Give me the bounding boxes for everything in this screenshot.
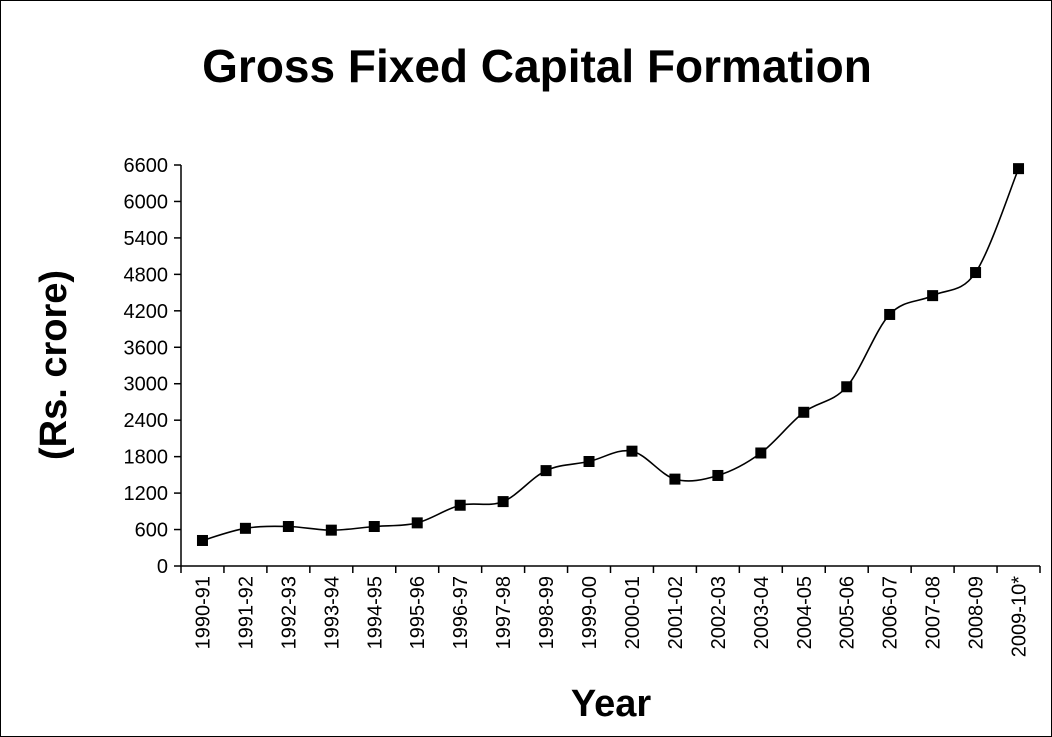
data-point-marker [798, 406, 810, 418]
x-tick-label: 1992-93 [278, 576, 300, 649]
x-tick-label: 2006-07 [880, 576, 902, 649]
y-tick-label: 600 [135, 520, 168, 542]
x-tick-label: 2001-02 [665, 576, 687, 649]
data-point-marker [841, 381, 853, 393]
y-axis-title: (Rs. crore) [33, 270, 75, 460]
data-point-marker [411, 517, 423, 529]
y-tick-label: 3600 [124, 337, 169, 359]
series-line-group [202, 168, 1020, 542]
y-tick-label: 6600 [124, 155, 169, 177]
x-tick-label: 1993-94 [321, 576, 343, 649]
y-tick-label: 5400 [124, 228, 169, 250]
data-point-marker [755, 447, 767, 459]
data-point-marker [712, 469, 724, 481]
data-point-marker [884, 308, 896, 320]
x-tick-label: 2000-01 [622, 576, 644, 649]
x-tick-label: 2005-06 [837, 576, 859, 649]
data-point-marker [454, 499, 466, 511]
data-point-marker [239, 522, 251, 534]
data-point-marker [583, 455, 595, 467]
data-point-marker [669, 473, 681, 485]
y-tick-label: 6000 [124, 191, 169, 213]
data-point-marker [927, 290, 939, 302]
x-tick-label: 1990-91 [192, 576, 214, 649]
data-point-marker [497, 496, 509, 508]
x-axis-title: Year [571, 683, 652, 725]
x-tick-label: 2007-08 [923, 576, 945, 649]
data-point-marker [970, 267, 982, 279]
data-point-marker [196, 534, 208, 546]
x-tick-label: 2009-10* [1009, 576, 1031, 657]
y-tick-label: 0 [157, 556, 168, 578]
x-tick-label: 1994-95 [364, 576, 386, 649]
x-tick-label: 2004-05 [794, 576, 816, 649]
y-tick-label: 1200 [124, 483, 169, 505]
x-tick-label: 1997-98 [493, 576, 515, 649]
x-tick-labels: 1990-91 1991-92 1992-93 1993-94 1994-95 1995-… [192, 576, 1030, 657]
x-tick-label: 2008-09 [966, 576, 988, 649]
x-tick-label: 2002-03 [708, 576, 730, 649]
axes [174, 164, 1041, 573]
x-tick-label: 1995-96 [407, 576, 429, 649]
data-point-marker [368, 521, 380, 533]
data-point-marker [325, 524, 337, 536]
chart-title: Gross Fixed Capital Formation [202, 40, 872, 92]
y-tick-labels: 0 600 1200 1800 2400 3000 3600 4200 4800 5400 6000… [124, 155, 169, 578]
x-tick-label: 1991-92 [235, 576, 257, 649]
y-tick-label: 4200 [124, 301, 169, 323]
data-point-marker [1013, 163, 1025, 175]
x-tick-label: 1999-00 [579, 576, 601, 649]
y-tick-label: 2400 [124, 410, 169, 432]
y-tick-label: 3000 [124, 374, 169, 396]
x-tick-label: 1996-97 [450, 576, 472, 649]
x-tick-label: 2003-04 [751, 576, 773, 649]
data-point-marker [282, 521, 294, 533]
data-markers [196, 163, 1025, 546]
data-point-marker [626, 445, 638, 457]
series-line [202, 168, 1020, 542]
x-tick-label: 1998-99 [536, 576, 558, 649]
y-tick-label: 1800 [124, 447, 169, 469]
data-point-marker [540, 465, 552, 477]
y-tick-label: 4800 [124, 264, 169, 286]
